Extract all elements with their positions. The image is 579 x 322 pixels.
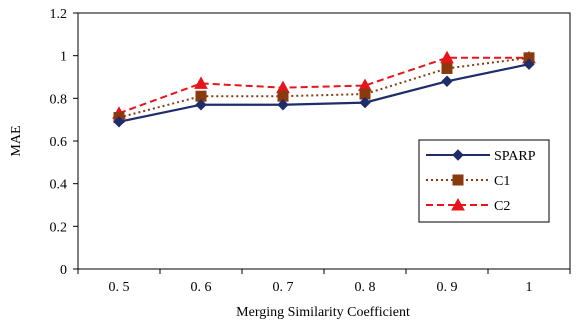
y-tick-label: 0.8 xyxy=(50,92,68,107)
data-point-sparp xyxy=(195,99,207,111)
x-axis: 0. 5 0. 6 0. 7 0. 8 0. 9 1 xyxy=(77,269,571,295)
x-tick-label: 0. 8 xyxy=(355,280,376,295)
legend: SPARP C1 C2 xyxy=(418,139,550,223)
x-tick-label: 0. 5 xyxy=(109,280,130,295)
y-tick-label: 0.2 xyxy=(50,220,68,235)
legend-label-c2: C2 xyxy=(494,199,510,214)
legend-item-sparp: SPARP xyxy=(426,149,536,164)
legend-label-sparp: SPARP xyxy=(494,149,536,164)
y-tick-label: 1 xyxy=(60,50,67,65)
y-tick-label: 0.6 xyxy=(50,135,68,150)
data-point-c2 xyxy=(440,50,454,64)
x-tick-label: 1 xyxy=(526,280,533,295)
x-tick-label: 0. 6 xyxy=(191,280,212,295)
legend-marker-sparp xyxy=(452,149,464,161)
y-axis-label: MAE xyxy=(9,125,24,156)
y-axis: 0 0.2 0.4 0.6 0.8 1 1.2 xyxy=(50,7,78,278)
data-point-sparp xyxy=(277,99,289,111)
data-point-c1 xyxy=(441,62,453,74)
data-point-c2 xyxy=(194,76,208,89)
legend-label-c1: C1 xyxy=(494,174,510,189)
legend-marker-c1 xyxy=(452,174,464,186)
series-line-c1 xyxy=(118,56,530,119)
legend-item-c1: C1 xyxy=(426,174,510,189)
legend-item-c2: C2 xyxy=(426,197,510,214)
data-point-sparp xyxy=(113,116,125,128)
x-tick-label: 0. 7 xyxy=(273,280,294,295)
y-tick-label: 1.2 xyxy=(50,7,68,22)
y-tick-label: 0 xyxy=(60,263,67,278)
series-sparp xyxy=(113,58,535,128)
series-layer xyxy=(112,50,536,128)
x-tick-label: 0. 9 xyxy=(437,280,458,295)
y-tick-label: 0.4 xyxy=(50,178,68,193)
legend-marker-c2 xyxy=(451,197,465,211)
data-point-sparp xyxy=(441,75,453,87)
data-point-sparp xyxy=(523,58,535,70)
series-line-c2 xyxy=(118,56,529,115)
series-line-sparp xyxy=(118,63,530,123)
data-point-sparp xyxy=(359,96,371,109)
legend-box xyxy=(418,139,550,223)
x-axis-label: Merging Similarity Coefficient xyxy=(236,305,410,320)
